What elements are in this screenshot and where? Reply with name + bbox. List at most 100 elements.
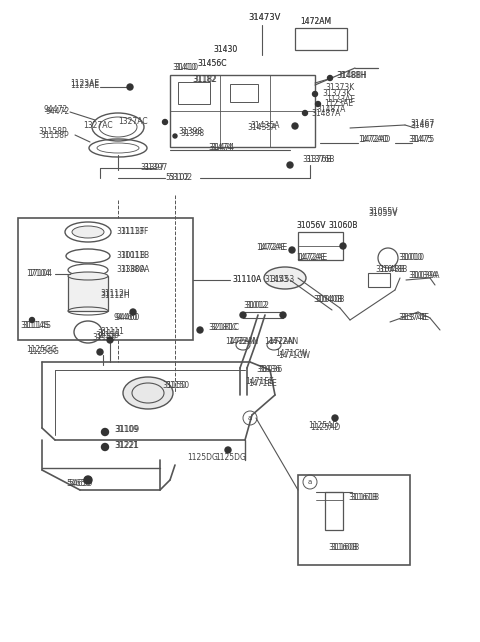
Text: 31012: 31012 xyxy=(243,300,267,309)
Text: 31456C: 31456C xyxy=(197,60,227,69)
Text: 1327AC: 1327AC xyxy=(118,117,148,126)
Circle shape xyxy=(292,123,298,129)
Circle shape xyxy=(312,92,317,96)
Text: 31150: 31150 xyxy=(162,381,186,390)
Text: 31112H: 31112H xyxy=(100,290,130,300)
Text: 1125DG: 1125DG xyxy=(187,453,218,462)
Text: 31160B: 31160B xyxy=(330,544,359,553)
Text: 31398: 31398 xyxy=(178,128,202,137)
Text: 1125DG: 1125DG xyxy=(215,453,246,462)
Text: 31182: 31182 xyxy=(192,76,216,85)
Text: 31060B: 31060B xyxy=(328,221,358,230)
Text: 1472AE: 1472AE xyxy=(258,243,287,252)
Text: 94460: 94460 xyxy=(115,313,139,322)
Circle shape xyxy=(101,428,108,435)
Text: 31435A: 31435A xyxy=(251,121,280,130)
Text: 31161B: 31161B xyxy=(350,494,379,503)
Text: 31055V: 31055V xyxy=(368,207,397,216)
Circle shape xyxy=(289,247,295,253)
Text: 1472AE: 1472AE xyxy=(298,254,327,263)
Text: 31221: 31221 xyxy=(114,440,138,449)
Text: 1123AE: 1123AE xyxy=(324,100,353,108)
Circle shape xyxy=(173,134,177,138)
Text: 31010: 31010 xyxy=(398,252,422,261)
Text: 31012: 31012 xyxy=(245,302,269,311)
Text: 17104: 17104 xyxy=(26,270,50,279)
Text: 31111: 31111 xyxy=(97,329,121,338)
Circle shape xyxy=(332,415,338,421)
Circle shape xyxy=(302,110,308,116)
Circle shape xyxy=(240,312,246,318)
Text: 31487A: 31487A xyxy=(316,105,346,114)
Text: 31039A: 31039A xyxy=(408,272,437,281)
Bar xyxy=(298,475,410,565)
Text: 31114S: 31114S xyxy=(22,322,51,331)
Text: 94472: 94472 xyxy=(44,105,68,114)
Text: 32181C: 32181C xyxy=(210,324,239,333)
Text: 31039A: 31039A xyxy=(410,272,440,281)
Circle shape xyxy=(287,162,293,168)
Text: 31040B: 31040B xyxy=(313,295,342,304)
Ellipse shape xyxy=(264,267,306,289)
Bar xyxy=(243,312,283,318)
Circle shape xyxy=(127,84,133,90)
Text: 31221: 31221 xyxy=(115,442,139,451)
Circle shape xyxy=(315,101,321,107)
Text: 31112H: 31112H xyxy=(100,290,130,299)
Text: 1472AN: 1472AN xyxy=(268,338,298,347)
Text: 31488H: 31488H xyxy=(336,71,366,80)
Text: 1471CW: 1471CW xyxy=(275,349,307,358)
Text: 31160B: 31160B xyxy=(328,542,357,551)
Text: 1472AN: 1472AN xyxy=(264,338,294,347)
Text: 31114S: 31114S xyxy=(20,322,49,331)
Text: 31435A: 31435A xyxy=(248,123,277,132)
Ellipse shape xyxy=(72,226,104,238)
Circle shape xyxy=(101,444,108,451)
Circle shape xyxy=(327,76,333,80)
Bar xyxy=(170,75,315,147)
Text: 31410: 31410 xyxy=(174,64,198,73)
Ellipse shape xyxy=(68,272,108,280)
Text: 1472AD: 1472AD xyxy=(358,135,388,144)
Text: 32181C: 32181C xyxy=(208,324,237,333)
Text: 31410: 31410 xyxy=(172,64,196,73)
Text: 31473V: 31473V xyxy=(248,13,280,22)
Text: 1125AD: 1125AD xyxy=(308,422,338,431)
Text: 1471EE: 1471EE xyxy=(245,377,274,386)
Text: 31011B: 31011B xyxy=(116,252,145,261)
Text: a: a xyxy=(248,415,252,421)
Text: 31374E: 31374E xyxy=(398,313,427,322)
Text: 31373K: 31373K xyxy=(325,83,354,92)
Text: 31397: 31397 xyxy=(143,164,167,173)
Text: 31158P: 31158P xyxy=(40,130,69,139)
Circle shape xyxy=(197,327,203,333)
Bar xyxy=(68,276,108,311)
Text: 31376B: 31376B xyxy=(302,155,331,164)
Text: 31453: 31453 xyxy=(270,275,294,284)
Text: 1472AE: 1472AE xyxy=(256,243,285,252)
Text: 53102: 53102 xyxy=(168,173,192,182)
Text: 31182: 31182 xyxy=(193,74,217,83)
Text: 31111: 31111 xyxy=(100,327,124,336)
Text: 1471CW: 1471CW xyxy=(278,351,310,360)
Text: 31158P: 31158P xyxy=(38,128,67,137)
Circle shape xyxy=(84,476,92,484)
Text: 1125GG: 1125GG xyxy=(26,345,57,354)
Text: 31488H: 31488H xyxy=(337,71,367,80)
Text: 31040B: 31040B xyxy=(315,295,344,304)
Text: 31474: 31474 xyxy=(208,144,232,153)
Text: 31055V: 31055V xyxy=(368,209,397,218)
Text: 31036: 31036 xyxy=(258,365,282,374)
Text: 31487A: 31487A xyxy=(311,108,340,117)
Text: 31475: 31475 xyxy=(410,135,434,144)
Text: 31474: 31474 xyxy=(210,144,234,153)
Text: 1472AN: 1472AN xyxy=(225,338,255,347)
Text: 31159: 31159 xyxy=(92,333,116,342)
Text: 31110A: 31110A xyxy=(232,275,261,284)
Text: 31161B: 31161B xyxy=(348,492,377,501)
Text: 54659: 54659 xyxy=(68,480,92,489)
Circle shape xyxy=(97,349,103,355)
Text: 31056V: 31056V xyxy=(296,220,325,229)
Text: 31473V: 31473V xyxy=(248,13,280,22)
Text: 94472: 94472 xyxy=(45,107,69,116)
